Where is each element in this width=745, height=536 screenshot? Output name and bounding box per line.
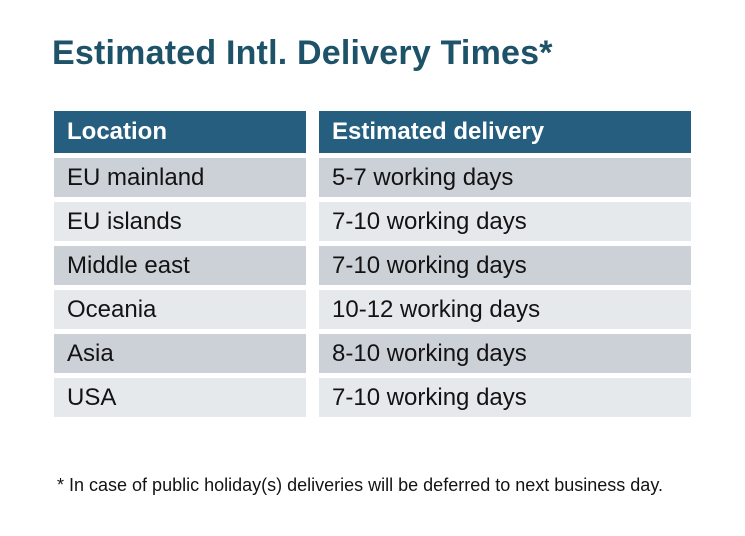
cell-location: Oceania bbox=[54, 290, 306, 329]
cell-delivery: 10-12 working days bbox=[319, 290, 691, 329]
column-header-location: Location bbox=[54, 111, 306, 153]
cell-location: EU islands bbox=[54, 202, 306, 241]
cell-location: EU mainland bbox=[54, 158, 306, 197]
column-header-estimated-delivery: Estimated delivery bbox=[319, 111, 691, 153]
cell-location: Asia bbox=[54, 334, 306, 373]
cell-delivery: 7-10 working days bbox=[319, 378, 691, 417]
footnote: * In case of public holiday(s) deliverie… bbox=[57, 475, 663, 495]
cell-location: USA bbox=[54, 378, 306, 417]
delivery-times-table: Location Estimated delivery EU mainland … bbox=[54, 111, 691, 417]
cell-delivery: 7-10 working days bbox=[319, 202, 691, 241]
cell-delivery: 7-10 working days bbox=[319, 246, 691, 285]
page-title: Estimated Intl. Delivery Times* bbox=[52, 34, 553, 72]
cell-delivery: 8-10 working days bbox=[319, 334, 691, 373]
cell-delivery: 5-7 working days bbox=[319, 158, 691, 197]
cell-location: Middle east bbox=[54, 246, 306, 285]
